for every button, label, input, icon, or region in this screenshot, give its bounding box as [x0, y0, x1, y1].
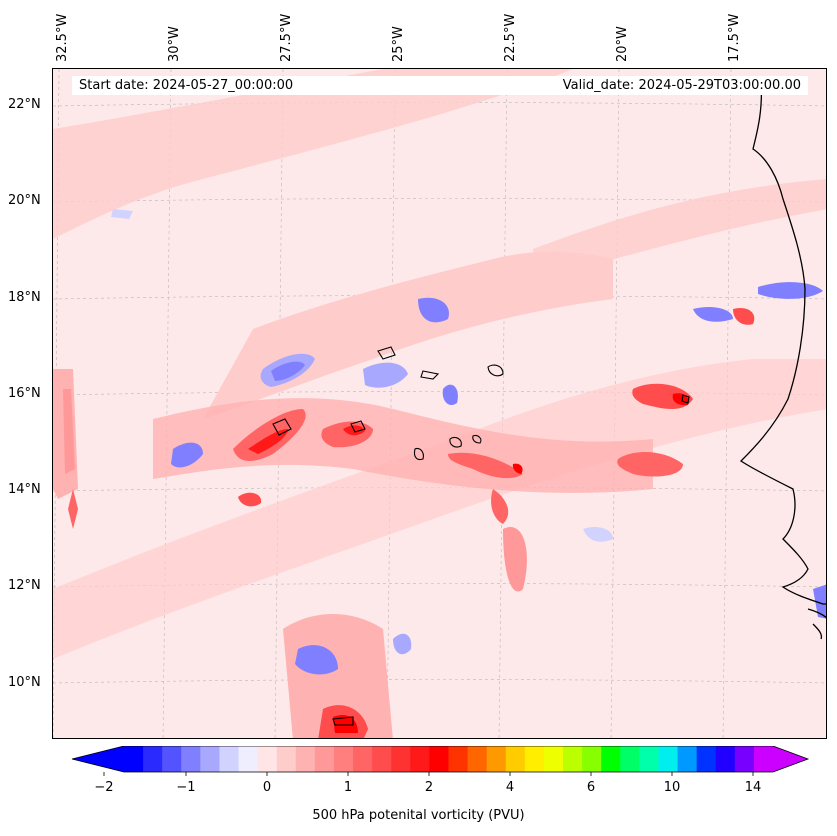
pv-contours-low — [53, 69, 826, 738]
colorbar-segment — [582, 746, 602, 772]
colorbar-segment — [505, 746, 526, 772]
map-panel — [52, 68, 827, 739]
colorbar-segment — [543, 746, 564, 772]
colorbar-segment — [753, 746, 774, 772]
colorbar-segment — [429, 746, 450, 772]
colorbar-segment — [696, 746, 717, 772]
colorbar-segment — [486, 746, 507, 772]
colorbar-under-arrow — [72, 746, 124, 772]
pv-contours-high — [68, 307, 755, 738]
colorbar-segment — [601, 746, 621, 772]
colorbar-segment — [162, 746, 182, 772]
lon-label-30w: 30°W — [167, 26, 182, 62]
lat-label-18n: 18°N — [8, 290, 41, 305]
colorbar-segment — [257, 746, 278, 772]
lat-label-10n: 10°N — [8, 675, 41, 690]
pv-field — [53, 69, 826, 738]
colorbar-segment — [295, 746, 316, 772]
colorbar-segment — [238, 746, 259, 772]
pv-contours-negative — [111, 209, 826, 675]
colorbar-segment — [143, 746, 163, 772]
colorbar-segment — [677, 746, 698, 772]
colorbar-segment — [181, 746, 201, 772]
colorbar-segment — [391, 746, 411, 772]
colorbar-segment — [620, 746, 640, 772]
colorbar-tick-minus-1: −1 — [176, 780, 196, 795]
colorbar-segment — [639, 746, 660, 772]
valid-date-label: Valid_date: 2024-05-29T03:00:00.00 — [562, 78, 801, 93]
colorbar-segment — [715, 746, 736, 772]
lon-label-32-5w: 32.5°W — [55, 13, 70, 62]
colorbar-segment — [563, 746, 583, 772]
colorbar-outline — [71, 746, 810, 773]
start-date-label: Start date: 2024-05-27_00:00:00 — [79, 78, 294, 93]
colorbar-over-arrow — [773, 746, 808, 772]
lat-label-14n: 14°N — [8, 482, 41, 497]
colorbar-tick-minus-2: −2 — [94, 780, 114, 795]
lon-label-20w: 20°W — [615, 26, 630, 62]
colorbar-tick-4: 4 — [505, 780, 515, 795]
coastline — [739, 78, 826, 640]
info-bar: Start date: 2024-05-27_00:00:00 Valid_da… — [72, 76, 808, 95]
colorbar-segment — [314, 746, 335, 772]
lat-label-22n: 22°N — [8, 97, 41, 112]
colorbar-segment — [200, 746, 221, 772]
colorbar-tick-2: 2 — [424, 780, 434, 795]
lon-label-25w: 25°W — [391, 26, 406, 62]
colorbar-segment — [658, 746, 679, 772]
colorbar-tick-1: 1 — [343, 780, 353, 795]
colorbar-segment — [410, 746, 431, 772]
colorbar-segment — [372, 746, 392, 772]
colorbar-segment — [124, 746, 144, 772]
lon-label-22-5w: 22.5°W — [503, 13, 518, 62]
colorbar-segment — [448, 746, 469, 772]
colorbar-segment — [333, 746, 354, 772]
lat-label-20n: 20°N — [8, 193, 41, 208]
lon-label-17-5w: 17.5°W — [727, 13, 742, 62]
colorbar-tick-0: 0 — [262, 780, 272, 795]
lat-label-12n: 12°N — [8, 578, 41, 593]
colorbar-segment — [524, 746, 545, 772]
colorbar-tick-10: 10 — [663, 780, 681, 795]
colorbar-title: 500 hPa potenital vorticity (PVU) — [312, 808, 525, 823]
colorbar-tick-14: 14 — [744, 780, 762, 795]
lon-label-27-5w: 27.5°W — [279, 13, 294, 62]
cape-verde-islands — [272, 346, 690, 726]
colorbar-segment — [353, 746, 373, 772]
colorbar-segment — [734, 746, 755, 772]
colorbar-segment — [467, 746, 488, 772]
colorbar — [71, 746, 810, 776]
colorbar-tick-6: 6 — [586, 780, 596, 795]
colorbar-segment — [276, 746, 297, 772]
colorbar-segment — [219, 746, 240, 772]
lat-label-16n: 16°N — [8, 386, 41, 401]
